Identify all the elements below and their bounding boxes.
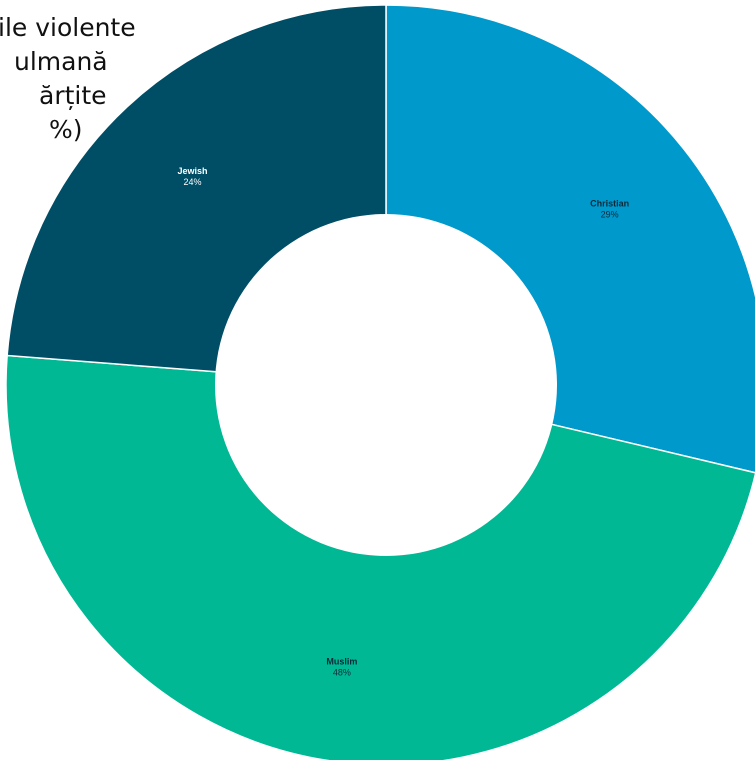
title-line: ile violente bbox=[0, 13, 136, 42]
slice-muslim bbox=[5, 354, 755, 760]
slice-label-muslim: Muslim bbox=[326, 657, 357, 667]
slice-label-jewish: Jewish bbox=[177, 166, 207, 176]
title-line: ulmană bbox=[14, 47, 108, 76]
chart-title: ile violente ulmană ărțite %) bbox=[0, 12, 200, 192]
donut-hole bbox=[215, 214, 557, 556]
slice-value-muslim: 48% bbox=[333, 668, 351, 678]
slice-label-christian: Christian bbox=[590, 198, 629, 208]
slice-value-jewish: 24% bbox=[183, 177, 201, 187]
slice-value-christian: 29% bbox=[601, 209, 619, 219]
title-line: ărțite bbox=[39, 81, 107, 110]
title-line: %) bbox=[49, 115, 83, 144]
